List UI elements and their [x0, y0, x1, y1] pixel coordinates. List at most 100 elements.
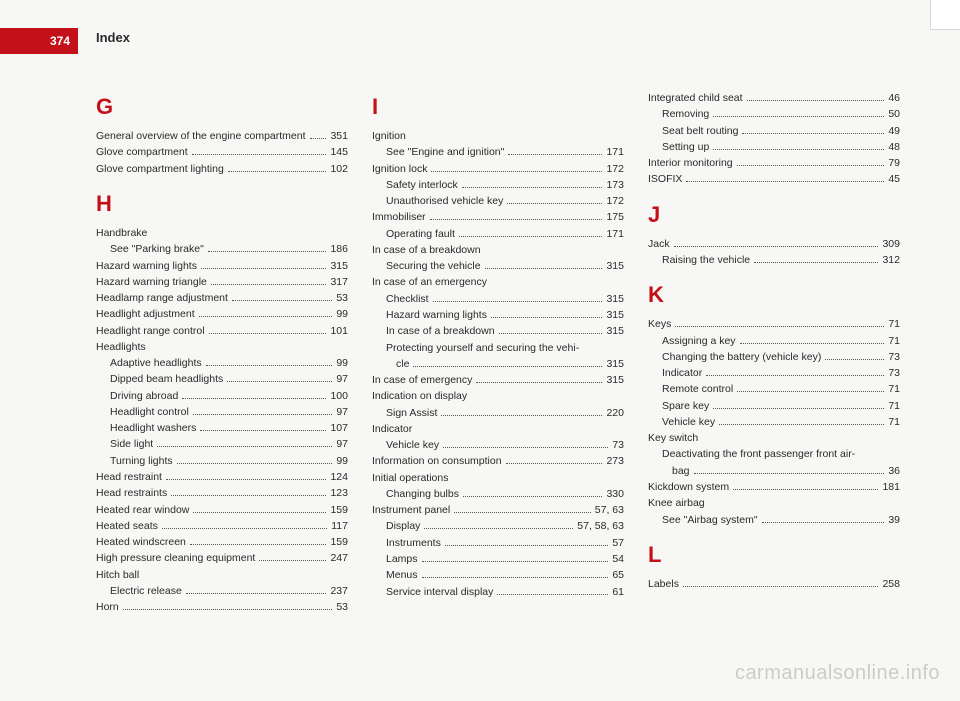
index-entry-label: In case of an emergency	[372, 274, 487, 290]
index-subentry: Checklist315	[372, 291, 624, 307]
index-entry-page: 71	[888, 333, 900, 349]
dot-leader	[508, 154, 602, 155]
dot-leader	[171, 495, 326, 496]
index-entry: Glove compartment145	[96, 144, 348, 160]
index-section-letter: G	[96, 90, 348, 124]
dot-leader	[694, 473, 885, 474]
dot-leader	[719, 424, 884, 425]
index-column: Integrated child seat46Removing50Seat be…	[648, 90, 900, 621]
index-entry-page: 117	[331, 518, 348, 534]
dot-leader	[497, 594, 608, 595]
index-entry-label: Dipped beam headlights	[110, 371, 223, 387]
index-subentry: Seat belt routing49	[648, 123, 900, 139]
index-entry-page: 65	[612, 567, 624, 583]
index-entry-page: 79	[888, 155, 900, 171]
dot-leader	[430, 219, 603, 220]
index-entry-page: 100	[330, 388, 348, 404]
index-subentry: Turning lights99	[96, 453, 348, 469]
index-entry: Hazard warning triangle317	[96, 274, 348, 290]
index-subentry: Lamps54	[372, 551, 624, 567]
index-entry-label: Heated seats	[96, 518, 158, 534]
index-entry-page: 53	[336, 290, 348, 306]
index-entry: Glove compartment lighting102	[96, 161, 348, 177]
index-subentry: Service interval display61	[372, 584, 624, 600]
dot-leader	[742, 133, 884, 134]
index-subentry: Instruments57	[372, 535, 624, 551]
index-subentry: Side light97	[96, 436, 348, 452]
watermark-text: carmanualsonline.info	[735, 662, 940, 685]
index-subentry: Electric release237	[96, 583, 348, 599]
index-subentry: Driving abroad100	[96, 388, 348, 404]
index-entry-label: Securing the vehicle	[386, 258, 481, 274]
dot-leader	[674, 246, 879, 247]
index-entry: In case of emergency315	[372, 372, 624, 388]
index-entry-label: Unauthorised vehicle key	[386, 193, 503, 209]
index-subentry: Deactivating the front passenger front a…	[648, 446, 900, 462]
index-entry: Instrument panel57, 63	[372, 502, 624, 518]
index-entry: Immobiliser175	[372, 209, 624, 225]
index-entry-label: Indicator	[372, 421, 412, 437]
index-section-letter: J	[648, 198, 900, 232]
index-entry-label: See "Parking brake"	[110, 241, 204, 257]
dot-leader	[186, 593, 327, 594]
index-entry-label: Kickdown system	[648, 479, 729, 495]
index-column: IIgnitionSee "Engine and ignition"171Ign…	[372, 90, 624, 621]
dot-leader	[713, 116, 884, 117]
index-entry-page: 57	[612, 535, 624, 551]
dot-leader	[675, 326, 884, 327]
dot-leader	[441, 415, 602, 416]
index-subentry: Sign Assist220	[372, 405, 624, 421]
dot-leader	[193, 512, 326, 513]
index-section-letter: L	[648, 538, 900, 572]
index-entry: In case of an emergency	[372, 274, 624, 290]
dot-leader	[459, 236, 603, 237]
index-subentry: Adaptive headlights99	[96, 355, 348, 371]
index-entry-page: 73	[612, 437, 624, 453]
index-entry-page: 172	[606, 161, 624, 177]
index-entry-page: 97	[336, 404, 348, 420]
index-entry-page: 171	[606, 226, 624, 242]
index-entry-page: 107	[330, 420, 348, 436]
index-entry-page: 49	[888, 123, 900, 139]
index-subentry: Removing50	[648, 106, 900, 122]
index-entry-label: ISOFIX	[648, 171, 682, 187]
page-number: 374	[50, 34, 70, 48]
index-entry-label: Ignition lock	[372, 161, 427, 177]
index-entry: Heated rear window159	[96, 502, 348, 518]
index-entry-page: 330	[606, 486, 624, 502]
index-entry: Jack309	[648, 236, 900, 252]
index-subentry: Assigning a key 71	[648, 333, 900, 349]
dot-leader	[157, 446, 332, 447]
index-entry: Knee airbag	[648, 495, 900, 511]
index-entry-page: 99	[336, 306, 348, 322]
index-entry-page: 57, 58, 63	[577, 518, 624, 534]
index-subentry: Vehicle key71	[648, 414, 900, 430]
dot-leader	[162, 528, 327, 529]
dot-leader	[445, 545, 608, 546]
dot-leader	[200, 430, 326, 431]
index-entry-label: Assigning a key	[662, 333, 736, 349]
index-entry-page: 173	[606, 177, 624, 193]
index-entry-page: 73	[888, 349, 900, 365]
index-entry-page: 57, 63	[595, 502, 624, 518]
index-entry-label: In case of a breakdown	[386, 323, 495, 339]
index-entry-label: Changing the battery (vehicle key)	[662, 349, 821, 365]
index-entry-page: 171	[606, 144, 624, 160]
dot-leader	[506, 463, 603, 464]
index-entry-page: 181	[882, 479, 900, 495]
dot-leader	[209, 333, 327, 334]
index-entry-label: Adaptive headlights	[110, 355, 202, 371]
index-subentry: Remote control71	[648, 381, 900, 397]
index-entry-page: 159	[330, 534, 348, 550]
index-subentry: Hazard warning lights315	[372, 307, 624, 323]
index-entry-label: Turning lights	[110, 453, 173, 469]
index-entry-page: 172	[606, 193, 624, 209]
index-subentry: Spare key71	[648, 398, 900, 414]
index-entry: Heated seats 117	[96, 518, 348, 534]
index-entry-page: 71	[888, 414, 900, 430]
index-subentry: Setting up48	[648, 139, 900, 155]
index-entry: Headlight range control101	[96, 323, 348, 339]
dot-leader	[507, 203, 602, 204]
index-entry-label: Ignition	[372, 128, 406, 144]
index-entry-label: Labels	[648, 576, 679, 592]
